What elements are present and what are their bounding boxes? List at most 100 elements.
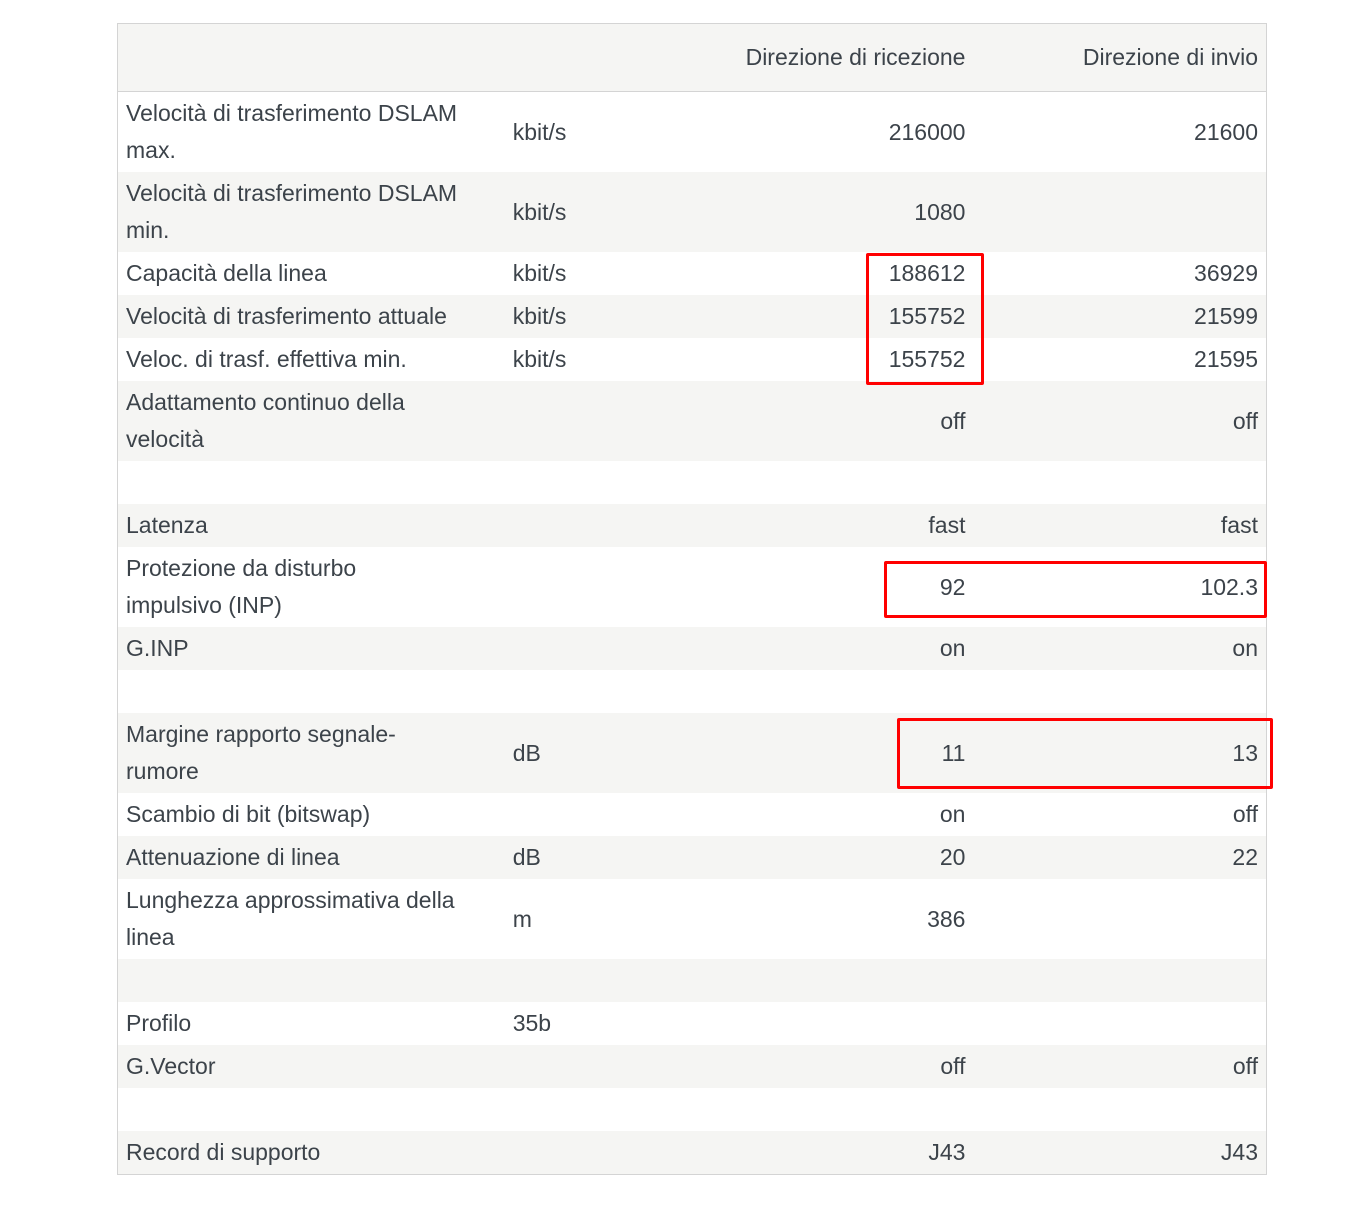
- table-header-row: Direzione di ricezione Direzione di invi…: [117, 23, 1267, 92]
- table-row: G.INP on on: [117, 627, 1267, 670]
- row-unit: [513, 381, 691, 461]
- row-receive-value: on: [939, 801, 966, 827]
- row-receive-value: 216000: [888, 118, 966, 145]
- row-unit: [513, 670, 691, 713]
- row-send-value: off: [1232, 801, 1258, 827]
- row-unit: [513, 793, 691, 836]
- table-row: Veloc. di trasf. effettiva min. kbit/s 155…: [117, 338, 1267, 381]
- row-label: Profilo: [126, 1010, 192, 1036]
- row-receive-value: [691, 959, 973, 1002]
- header-label: [118, 24, 513, 92]
- table-row: Protezione da disturbo impulsivo (INP) 92…: [117, 547, 1267, 627]
- row-receive-value: [691, 670, 973, 713]
- row-receive-value: 1080: [914, 198, 966, 225]
- row-receive-value: off: [940, 407, 966, 434]
- table-row: Latenza fast fast: [117, 504, 1267, 547]
- row-unit: [513, 1088, 691, 1131]
- row-label: Velocità di trasferimento DSLAM max.: [126, 100, 458, 163]
- row-send-value: 21599: [1194, 303, 1258, 329]
- row-label: Attenuazione di linea: [126, 844, 340, 870]
- row-send-value: 13: [1232, 739, 1258, 766]
- row-send-value: [973, 1088, 1266, 1131]
- row-label: Lunghezza approssimativa della linea: [126, 887, 455, 950]
- row-receive-value: 188612: [888, 260, 966, 286]
- row-receive-value: 386: [927, 905, 966, 932]
- table-row: Capacità della linea kbit/s 188612 36929: [117, 252, 1267, 295]
- row-label: Margine rapporto segnale- rumore: [126, 721, 396, 784]
- row-receive-value: 11: [941, 739, 966, 766]
- row-label: Latenza: [126, 512, 208, 538]
- row-unit: kbit/s: [512, 346, 567, 372]
- row-unit: [513, 627, 691, 670]
- table-row: Adattamento continuo della velocità off of…: [117, 381, 1267, 461]
- row-send-value: [973, 1002, 1266, 1045]
- row-label: [118, 959, 513, 1002]
- row-unit: kbit/s: [512, 260, 567, 286]
- table-row: Record di supporto J43 J43: [117, 1131, 1267, 1175]
- row-label: Velocità di trasferimento DSLAM min.: [126, 180, 458, 243]
- row-send-value: 21600: [1194, 118, 1258, 145]
- row-receive-value: 155752: [888, 346, 966, 372]
- table-row: Margine rapporto segnale- rumore dB 11 13: [117, 713, 1267, 793]
- row-unit: kbit/s: [512, 198, 567, 225]
- row-unit: dB: [512, 739, 541, 766]
- row-label: Capacità della linea: [126, 260, 327, 286]
- row-unit: [513, 1045, 691, 1088]
- row-unit: [513, 504, 691, 547]
- row-send-value: [973, 172, 1266, 252]
- row-receive-value: [691, 1088, 973, 1131]
- row-receive-value: J43: [928, 1139, 966, 1165]
- row-receive-value: off: [940, 1053, 966, 1079]
- row-unit: kbit/s: [512, 118, 567, 145]
- header-receive-direction: Direzione di ricezione: [745, 44, 966, 70]
- table-row: [117, 959, 1267, 1002]
- row-send-value: 21595: [1194, 346, 1258, 372]
- row-unit: 35b: [512, 1010, 552, 1036]
- row-send-value: fast: [1220, 512, 1258, 538]
- row-label: Scambio di bit (bitswap): [126, 801, 371, 827]
- row-unit: dB: [512, 844, 541, 870]
- row-receive-value: 155752: [888, 303, 966, 329]
- table-row: Velocità di trasferimento attuale kbit/s 1…: [117, 295, 1267, 338]
- row-label: G.Vector: [126, 1053, 216, 1079]
- row-unit: [513, 959, 691, 1002]
- dsl-info-table: Direzione di ricezione Direzione di invi…: [117, 23, 1267, 1175]
- row-send-value: 36929: [1194, 260, 1258, 286]
- table-row: Scambio di bit (bitswap) on off: [117, 793, 1267, 836]
- row-send-value: 22: [1232, 844, 1258, 870]
- row-send-value: [973, 461, 1266, 504]
- row-receive-value: 92: [939, 573, 966, 600]
- row-unit: [513, 461, 691, 504]
- row-label: Velocità di trasferimento attuale: [126, 303, 447, 329]
- row-receive-value: on: [939, 635, 966, 661]
- table-row: Attenuazione di linea dB 20 22: [117, 836, 1267, 879]
- row-unit: m: [512, 905, 532, 932]
- table-row: Velocità di trasferimento DSLAM min. kbit…: [117, 172, 1267, 252]
- table-row: Profilo 35b: [117, 1002, 1267, 1045]
- table-row: [117, 461, 1267, 504]
- row-send-value: [973, 959, 1266, 1002]
- row-label: [118, 1088, 513, 1131]
- table-row: G.Vector off off: [117, 1045, 1267, 1088]
- table-row: Lunghezza approssimativa della linea m 386: [117, 879, 1267, 959]
- row-unit: [513, 1131, 691, 1175]
- row-unit: [513, 547, 691, 627]
- row-receive-value: [691, 461, 973, 504]
- header-unit: [513, 24, 691, 92]
- header-send-direction: Direzione di invio: [1082, 44, 1258, 70]
- row-receive-value: fast: [928, 512, 966, 538]
- row-label: Protezione da disturbo impulsivo (INP): [126, 555, 357, 618]
- row-label: [118, 461, 513, 504]
- row-send-value: on: [1232, 635, 1258, 661]
- row-label: Record di supporto: [126, 1139, 321, 1165]
- row-receive-value: 20: [939, 844, 966, 870]
- row-send-value: [973, 879, 1266, 959]
- row-label: Adattamento continuo della velocità: [126, 389, 405, 452]
- row-send-value: [973, 670, 1266, 713]
- row-send-value: 102.3: [1200, 573, 1258, 600]
- row-unit: kbit/s: [512, 303, 567, 329]
- row-label: Veloc. di trasf. effettiva min.: [126, 346, 407, 372]
- row-send-value: off: [1232, 407, 1258, 434]
- row-send-value: off: [1232, 1053, 1258, 1079]
- row-send-value: J43: [1220, 1139, 1258, 1165]
